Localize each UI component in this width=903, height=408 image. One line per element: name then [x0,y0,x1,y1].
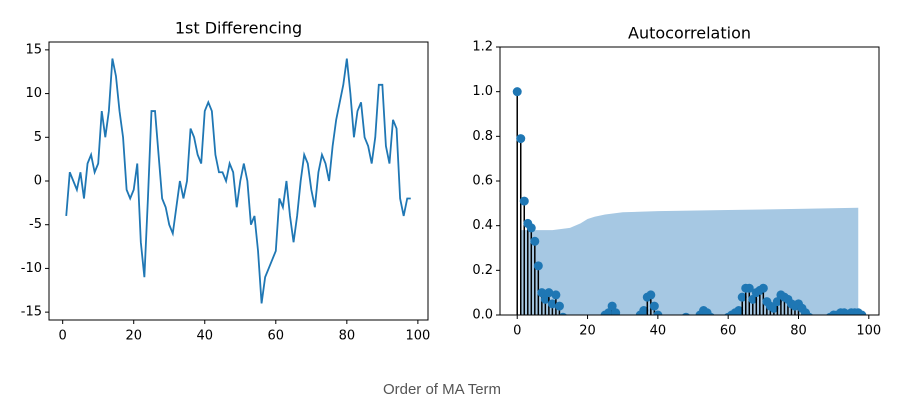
stem-marker [674,317,683,326]
y-tick-label: 15 [25,42,42,57]
plot-area [512,87,867,333]
stem-marker [607,301,617,311]
stem-marker [547,299,557,309]
y-tick-label: 5 [34,130,42,145]
stem-marker [562,317,571,326]
stem-marker [540,294,550,304]
stem-marker [516,134,526,144]
stem-marker [526,223,536,233]
stem-marker [611,308,621,315]
stem-marker [629,317,638,326]
stem-marker [551,290,561,300]
stem-marker [569,324,578,333]
y-tick-label: 0.4 [472,218,493,233]
x-tick-label: 60 [720,324,737,339]
stem-marker [769,303,779,313]
axes-frame [48,41,429,321]
x-tick-label: 20 [579,324,596,339]
stem-marker [737,292,747,302]
x-tick-label: 20 [125,329,142,344]
stem-marker [812,314,814,315]
data-line [65,58,411,304]
stem-marker [554,301,564,311]
stem-marker [667,322,676,331]
y-tick-label: 0.2 [472,263,493,278]
stem-marker [826,314,828,315]
y-tick-label: 1.2 [472,40,493,55]
stem-marker [822,314,824,315]
stem-marker [688,314,691,315]
stem-marker [639,306,649,315]
stem-marker [682,312,690,315]
x-tick-label: 40 [196,329,213,344]
stem-marker [646,290,656,300]
stem-marker [748,294,758,304]
stem-marker [565,322,574,331]
x-tick-label: 60 [268,329,285,344]
stem-marker [734,306,744,315]
stem-marker [530,236,540,246]
stem-marker [815,317,824,326]
y-tick-label: 0.0 [472,308,493,323]
stem-marker [519,196,529,206]
stem-marker [636,314,638,315]
stem-marker [618,314,620,315]
stem-marker [758,283,768,293]
stem-marker [625,319,634,328]
stem-marker [671,319,680,328]
confidence-band [520,207,859,315]
x-tick-label: 100 [856,324,881,339]
x-tick-label: 0 [59,329,67,344]
stem-marker [512,87,522,97]
stem-marker [772,297,782,307]
stem-marker [653,310,663,315]
stem-marker [706,312,715,315]
stem-marker [812,317,821,326]
stem-marker [857,310,867,315]
stem-marker [559,312,567,315]
x-tick-label: 80 [339,329,356,344]
y-tick-label: 10 [25,86,42,101]
stem-marker [544,288,554,298]
y-tick-label: -10 [21,261,42,276]
x-tick-label: 40 [650,324,667,339]
stem-marker [537,288,547,298]
y-tick-label: -5 [29,217,42,232]
x-tick-label: 0 [513,324,521,339]
stem-marker [805,312,813,315]
stem-marker [681,314,684,315]
x-tick-label: 100 [405,329,430,344]
caption: Order of MA Term [383,381,501,398]
y-tick-label: 0 [34,174,42,189]
chart-title: Autocorrelation [628,24,751,43]
stem-marker [744,283,754,293]
stem-marker [649,301,659,311]
chart-title: 1st Differencing [175,19,302,38]
y-tick-label: -15 [21,305,42,320]
y-tick-label: 0.8 [472,129,493,144]
y-tick-label: 1.0 [472,84,493,99]
stem-marker [622,322,631,331]
stem-marker [533,261,543,271]
y-tick-label: 0.6 [472,174,493,189]
stem-marker [695,314,698,315]
x-tick-label: 80 [790,324,807,339]
stem-marker [710,317,719,326]
stem-marker [601,314,603,315]
stem-marker [689,317,698,326]
plot-area [65,58,411,304]
stem-marker [618,319,627,328]
